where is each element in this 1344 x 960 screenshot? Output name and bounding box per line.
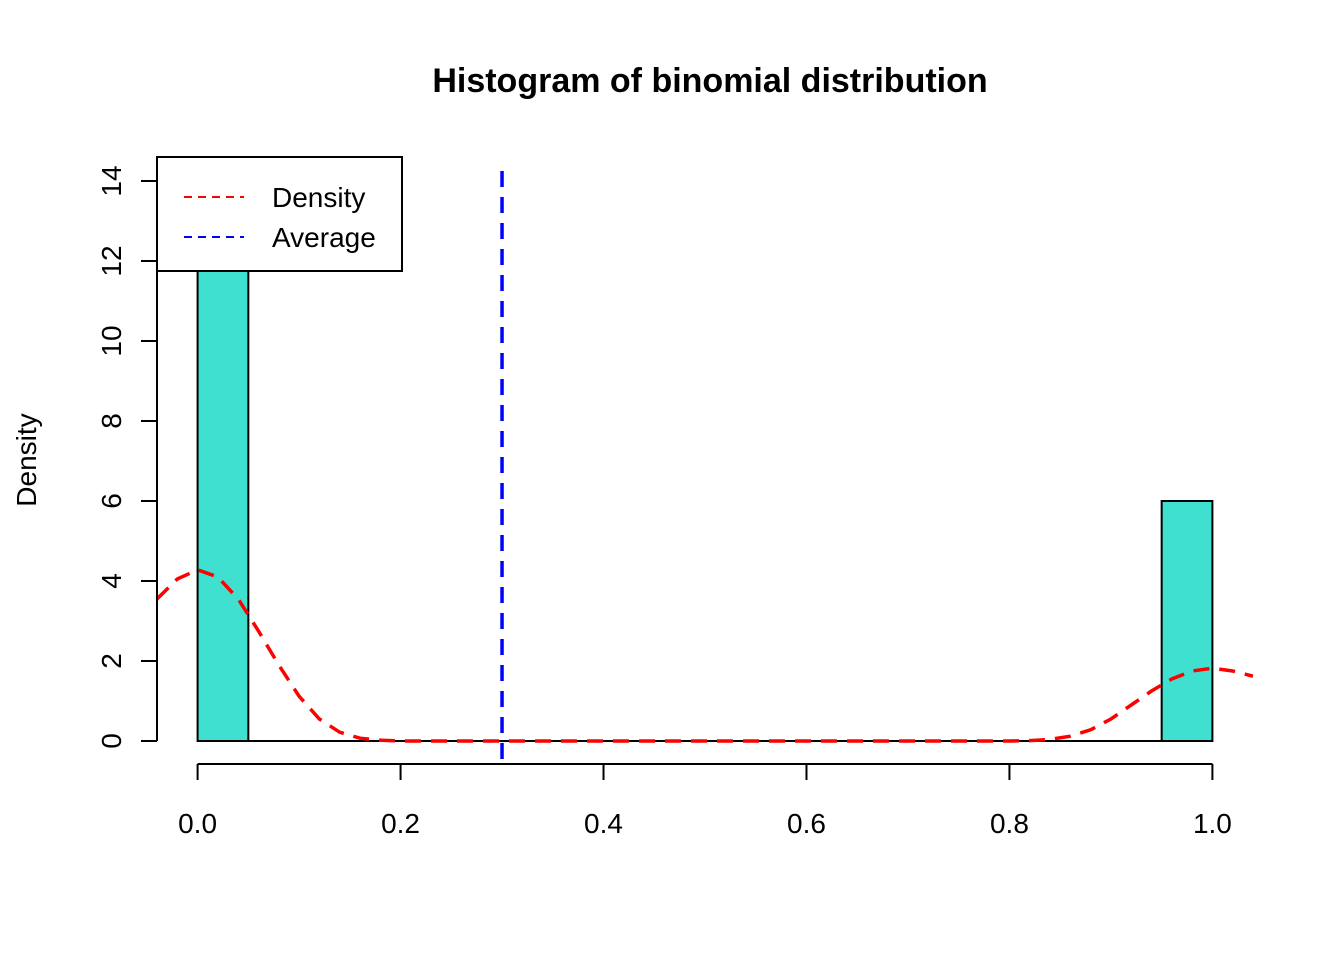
x-tick-label-2: 0.4 xyxy=(584,808,623,839)
y-tick-label-5: 10 xyxy=(96,325,127,356)
density-curve xyxy=(157,567,1253,743)
plot-content xyxy=(157,180,1253,743)
x-tick-label-0: 0.0 xyxy=(178,808,217,839)
y-tick-label-6: 12 xyxy=(96,245,127,276)
y-tick-label-0: 0 xyxy=(96,733,127,749)
histogram-bar-1 xyxy=(1160,500,1214,742)
legend-label-1: Average xyxy=(272,222,376,253)
y-axis-label: Density xyxy=(11,413,42,506)
x-tick-label-4: 0.8 xyxy=(990,808,1029,839)
plot-area: 0 2 4 6 8 10 12 14 0.0 0.2 0.4 0.6 0.8 1.0 Density Aver… xyxy=(96,156,1253,839)
y-tick-label-2: 4 xyxy=(96,573,127,589)
y-tick-label-7: 14 xyxy=(96,165,127,196)
x-tick-label-1: 0.2 xyxy=(381,808,420,839)
y-tick-label-3: 6 xyxy=(96,493,127,509)
legend: Density Average xyxy=(156,156,403,272)
histogram-bar-0 xyxy=(196,180,250,742)
chart-title: Histogram of binomial distribution xyxy=(432,62,987,100)
legend-label-0: Density xyxy=(272,182,365,213)
x-tick-label-3: 0.6 xyxy=(787,808,826,839)
x-tick-label-5: 1.0 xyxy=(1193,808,1232,839)
y-tick-label-1: 2 xyxy=(96,653,127,669)
legend-box xyxy=(156,156,403,272)
y-tick-label-4: 8 xyxy=(96,413,127,429)
